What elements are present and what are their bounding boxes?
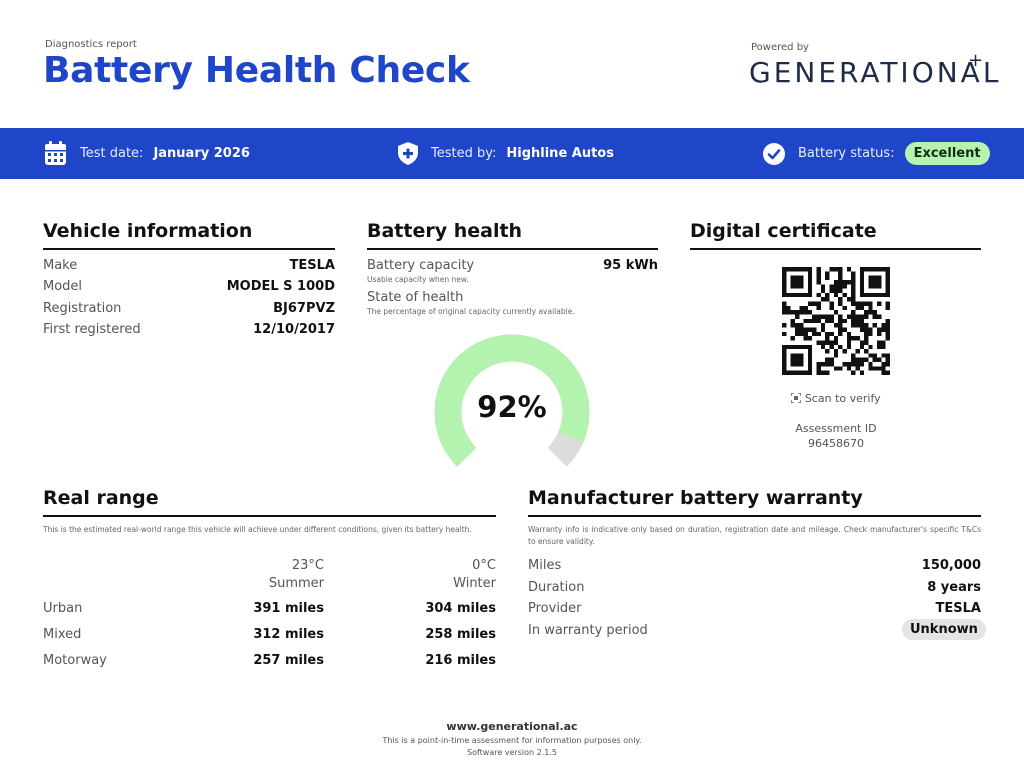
summer-season-header: Summer bbox=[268, 576, 324, 591]
winter-temp-header: 0°C bbox=[472, 558, 496, 573]
vehicle-make-value: TESLA bbox=[289, 258, 335, 273]
battery-status-badge: Excellent bbox=[904, 142, 990, 165]
footer-disclaimer: This is a point-in-time assessment for i… bbox=[382, 736, 642, 745]
powered-by-label: Powered by bbox=[751, 42, 809, 53]
vehicle-first-registered-value: 12/10/2017 bbox=[253, 322, 335, 337]
certificate-title: Digital certificate bbox=[690, 220, 877, 242]
battery-capacity-note: Usable capacity when new. bbox=[367, 275, 469, 284]
state-of-health-percent: 92% bbox=[477, 390, 547, 424]
warranty-period-label: In warranty period bbox=[528, 623, 648, 638]
vehicle-first-registered-label: First registered bbox=[43, 322, 141, 337]
warranty-duration-label: Duration bbox=[528, 580, 585, 595]
footer-software-version: Software version 2.1.5 bbox=[466, 748, 557, 757]
vehicle-registration-value: BJ67PVZ bbox=[273, 301, 335, 316]
battery-capacity-label: Battery capacity bbox=[367, 258, 475, 273]
range-motorway-label: Motorway bbox=[43, 653, 107, 668]
warranty-period-badge: Unknown bbox=[902, 619, 986, 640]
battery-status-item: Battery status: Excellent bbox=[763, 128, 990, 179]
tested-by-value: Highline Autos bbox=[506, 146, 614, 161]
vehicle-model-value: MODEL S 100D bbox=[226, 279, 335, 294]
warranty-miles-label: Miles bbox=[528, 558, 562, 573]
winter-season-header: Winter bbox=[453, 576, 496, 591]
test-date-value: January 2026 bbox=[153, 146, 250, 161]
warranty-divider bbox=[528, 515, 981, 517]
calendar-icon bbox=[44, 141, 67, 166]
shield-plus-icon bbox=[398, 142, 418, 165]
brand-logo: GENERATIONAL bbox=[749, 56, 1002, 89]
warranty-provider-value: TESLA bbox=[935, 601, 981, 616]
brand-plus-mark: + bbox=[968, 50, 984, 71]
state-of-health-note: The percentage of original capacity curr… bbox=[367, 307, 575, 316]
summer-temp-header: 23°C bbox=[291, 558, 324, 573]
vehicle-info-divider bbox=[43, 248, 335, 250]
range-mixed-label: Mixed bbox=[43, 627, 82, 642]
tested-by-label: Tested by: bbox=[431, 146, 497, 161]
tested-by-item: Tested by: Highline Autos bbox=[398, 128, 614, 179]
summary-band: Test date: January 2026 Tested by: Highl… bbox=[0, 128, 1024, 179]
warranty-miles-value: 150,000 bbox=[921, 558, 981, 573]
certificate-divider bbox=[690, 248, 981, 250]
battery-health-divider bbox=[367, 248, 658, 250]
assessment-id-value: 96458670 bbox=[808, 437, 864, 450]
battery-health-title: Battery health bbox=[367, 220, 523, 242]
real-range-note: This is the estimated real-world range t… bbox=[43, 525, 472, 534]
battery-status-label: Battery status: bbox=[798, 146, 895, 161]
range-mixed-winter: 258 miles bbox=[425, 627, 496, 642]
range-mixed-summer: 312 miles bbox=[253, 627, 324, 642]
test-date-item: Test date: January 2026 bbox=[44, 128, 250, 179]
footer-website-link[interactable]: www.generational.ac bbox=[446, 720, 578, 733]
range-motorway-winter: 216 miles bbox=[425, 653, 496, 668]
vehicle-make-label: Make bbox=[43, 258, 78, 273]
gauge-fill bbox=[434, 334, 590, 467]
real-range-title: Real range bbox=[43, 487, 159, 509]
warranty-note: Warranty info is indicative only based o… bbox=[528, 525, 981, 546]
state-of-health-label: State of health bbox=[367, 290, 464, 305]
qr-scan-icon bbox=[790, 392, 803, 406]
real-range-divider bbox=[43, 515, 496, 517]
assessment-id-label: Assessment ID bbox=[795, 422, 877, 435]
vehicle-info-title: Vehicle information bbox=[43, 220, 253, 242]
vehicle-registration-label: Registration bbox=[43, 301, 122, 316]
verification-qr-code[interactable] bbox=[782, 267, 890, 375]
range-urban-summer: 391 miles bbox=[253, 601, 324, 616]
check-circle-icon bbox=[763, 142, 785, 165]
range-urban-winter: 304 miles bbox=[425, 601, 496, 616]
warranty-provider-label: Provider bbox=[528, 601, 582, 616]
range-urban-label: Urban bbox=[43, 601, 83, 616]
vehicle-model-label: Model bbox=[43, 279, 83, 294]
battery-capacity-value: 95 kWh bbox=[603, 258, 658, 273]
scan-to-verify-label: Scan to verify bbox=[804, 392, 881, 405]
test-date-label: Test date: bbox=[80, 146, 144, 161]
warranty-title: Manufacturer battery warranty bbox=[528, 487, 863, 509]
range-motorway-summer: 257 miles bbox=[253, 653, 324, 668]
warranty-duration-value: 8 years bbox=[927, 580, 981, 595]
report-subtitle: Diagnostics report bbox=[45, 39, 137, 50]
scan-to-verify: Scan to verify bbox=[780, 392, 892, 406]
page-title: Battery Health Check bbox=[43, 50, 470, 91]
state-of-health-gauge bbox=[434, 334, 590, 467]
